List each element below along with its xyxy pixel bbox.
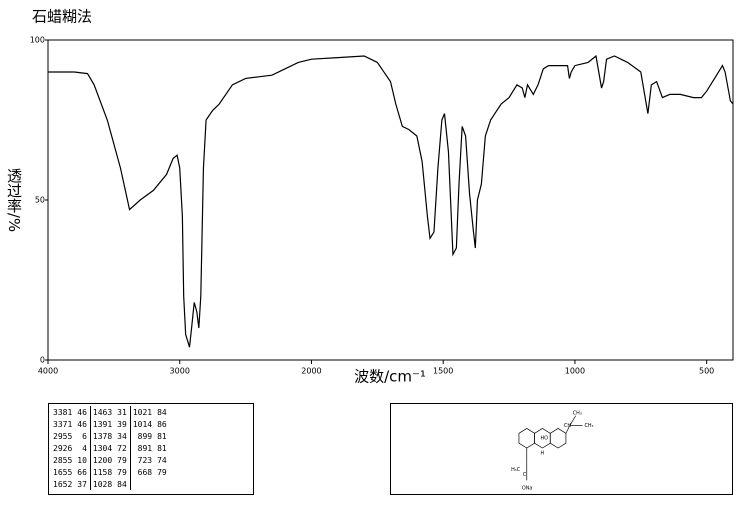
- y-tick-label: 0: [40, 356, 45, 365]
- x-tick-label: 1500: [433, 367, 453, 376]
- transmittance-cell: 81: [157, 443, 167, 453]
- transmittance-cell: 46: [75, 406, 91, 418]
- peak-table: 3381 46 1463 31 1021 84 3371 46 1391 39 1014 86 2955…: [48, 403, 254, 495]
- structure-label: HO: [540, 436, 548, 442]
- structure-label: CH₃: [573, 410, 582, 416]
- wavenumber-cell: 668: [137, 467, 153, 477]
- table-row: 1655 66 1158 79 668 79: [51, 466, 170, 478]
- transmittance-cell: 72: [115, 442, 131, 454]
- structure-label: CH₃: [584, 423, 593, 429]
- x-axis-label: 波数/cm⁻¹: [354, 368, 426, 386]
- table-row: 2955 6 1378 34 899 81: [51, 430, 170, 442]
- wavenumber-cell: 1028: [92, 479, 113, 489]
- x-tick-label: 4000: [38, 367, 58, 376]
- x-tick-label: 2000: [301, 367, 321, 376]
- wavenumber-cell: 1304: [92, 443, 113, 453]
- wavenumber-cell: 1158: [92, 467, 113, 477]
- wavenumber-cell: 3371: [53, 419, 73, 429]
- transmittance-cell: 81: [157, 431, 167, 441]
- transmittance-cell: 66: [75, 466, 91, 478]
- y-tick-label: 100: [30, 36, 45, 45]
- wavenumber-cell: [130, 478, 155, 490]
- structure-bonds: [518, 415, 583, 481]
- wavenumber-cell: 2855: [53, 455, 73, 465]
- wavenumber-cell: 1391: [92, 419, 113, 429]
- plot-frame: [47, 39, 734, 361]
- table-row: 2926 4 1304 72 891 81: [51, 442, 170, 454]
- transmittance-cell: 84: [157, 407, 167, 417]
- transmittance-cell: 74: [157, 455, 167, 465]
- transmittance-cell: 4: [75, 442, 91, 454]
- wavenumber-cell: 2955: [53, 431, 73, 441]
- transmittance-cell: 39: [115, 418, 131, 430]
- peak-table-grid: 3381 46 1463 31 1021 84 3371 46 1391 39 1014 86 2955…: [51, 406, 170, 490]
- transmittance-cell: [155, 478, 170, 490]
- wavenumber-cell: 2926: [53, 443, 73, 453]
- wavenumber-cell: 1655: [53, 467, 73, 477]
- transmittance-cell: 79: [115, 454, 131, 466]
- wavenumber-cell: 723: [137, 455, 153, 465]
- chart-title: 石蜡糊法: [32, 8, 92, 26]
- transmittance-cell: 6: [75, 430, 91, 442]
- structure-label: C: [523, 472, 527, 478]
- spectrum-line: [48, 54, 734, 348]
- wavenumber-cell: 1652: [53, 479, 73, 489]
- wavenumber-cell: 891: [137, 443, 153, 453]
- structure-label: CH: [564, 423, 571, 429]
- transmittance-cell: 34: [115, 430, 131, 442]
- transmittance-cell: 79: [157, 467, 167, 477]
- x-tick-label: 3000: [170, 367, 190, 376]
- structure-label: H: [540, 450, 544, 456]
- wavenumber-cell: 899: [137, 431, 153, 441]
- wavenumber-cell: 3381: [53, 407, 73, 417]
- transmittance-cell: 31: [115, 406, 131, 418]
- x-tick-label: 1000: [565, 367, 585, 376]
- wavenumber-cell: 1200: [92, 455, 113, 465]
- chart: 石蜡糊法 波数/cm⁻¹ 透过率/% 0 50 100 4000 3000 2000 150…: [5, 8, 734, 386]
- table-row: 1652 37 1028 84: [51, 478, 170, 490]
- structure-label: H₃C: [511, 467, 521, 473]
- y-tick-label: 50: [35, 196, 45, 205]
- structure-label: ONa: [522, 486, 532, 492]
- wavenumber-cell: 1014: [132, 419, 153, 429]
- transmittance-cell: 86: [157, 419, 167, 429]
- transmittance-cell: 37: [75, 478, 91, 490]
- wavenumber-cell: 1463: [92, 407, 113, 417]
- table-row: 2855 10 1200 79 723 74: [51, 454, 170, 466]
- table-row: 3371 46 1391 39 1014 86: [51, 418, 170, 430]
- wavenumber-cell: 1021: [132, 407, 153, 417]
- transmittance-cell: 10: [75, 454, 91, 466]
- structure: CH₃ CH CH₃ HO H H₃C C ONa: [390, 403, 733, 495]
- transmittance-cell: 84: [115, 478, 131, 490]
- transmittance-cell: 79: [115, 466, 131, 478]
- wavenumber-cell: 1378: [92, 431, 113, 441]
- table-row: 3381 46 1463 31 1021 84: [51, 406, 170, 418]
- y-axis-label: 透过率/%: [5, 168, 23, 232]
- x-tick-label: 500: [699, 367, 714, 376]
- transmittance-cell: 46: [75, 418, 91, 430]
